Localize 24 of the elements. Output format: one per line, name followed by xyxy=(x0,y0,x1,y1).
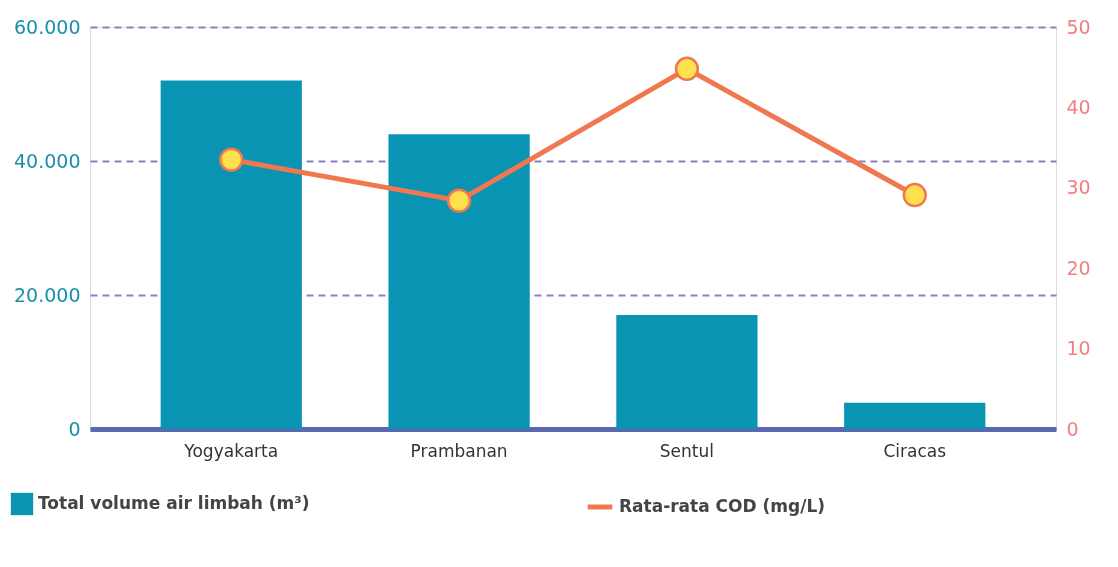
bar xyxy=(616,315,758,429)
y2-tick-label: 10 xyxy=(1066,337,1091,360)
point xyxy=(219,147,244,172)
y2-tick-label: 0 xyxy=(1066,417,1079,440)
y2-tick-label: 40 xyxy=(1066,95,1091,118)
legend-label: Rata-rata COD (mg/L) xyxy=(619,496,826,516)
x-tick-label: Sentul xyxy=(659,440,715,461)
point xyxy=(674,56,700,81)
legend-label: Total volume air limbah (m³) xyxy=(38,493,310,513)
point xyxy=(902,182,927,208)
x-tick-label: Ciracas xyxy=(883,440,947,461)
y2-tick-label: 50 xyxy=(1066,15,1091,38)
y-tick-label: 60.000 xyxy=(14,15,81,38)
y-tick-label: 40.000 xyxy=(14,149,81,172)
y2-tick-label: 20 xyxy=(1066,256,1091,279)
x-tick-label: Prambanan xyxy=(410,440,508,461)
bar xyxy=(388,134,530,429)
y-tick-label: 20.000 xyxy=(14,283,81,306)
x-tick-label: Yogyakarta xyxy=(183,440,279,461)
y2-tick-label: 30 xyxy=(1066,176,1091,199)
y-tick-label: 0 xyxy=(68,417,81,440)
point xyxy=(446,188,472,213)
bar xyxy=(160,80,302,429)
bar xyxy=(844,402,986,429)
